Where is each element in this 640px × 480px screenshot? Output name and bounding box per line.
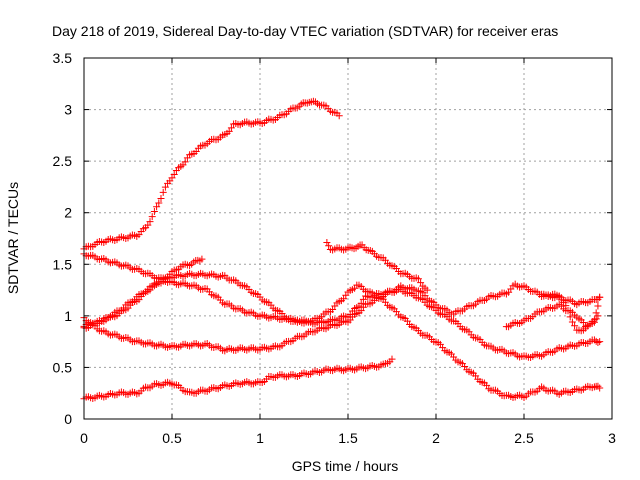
data-point-marker	[594, 302, 602, 310]
y-tick-label: 1	[64, 308, 72, 324]
x-tick-label: 2	[432, 430, 440, 446]
data-point-marker	[571, 322, 579, 330]
points-layer	[80, 97, 604, 403]
data-point-marker	[325, 242, 333, 250]
series-arc-9	[538, 290, 602, 335]
ticks-layer	[83, 57, 613, 420]
data-point-marker	[568, 318, 576, 326]
data-point-marker	[159, 188, 167, 196]
data-point-marker	[566, 313, 574, 321]
y-axis-label: SDTVAR / TECUs	[5, 182, 21, 294]
series-arc-7	[323, 238, 431, 294]
data-point-marker	[198, 255, 206, 263]
data-point-marker	[148, 213, 156, 221]
series-arc-6	[80, 255, 206, 332]
x-axis-label: GPS time / hours	[292, 458, 399, 474]
data-point-marker	[594, 338, 602, 346]
data-point-marker	[144, 221, 152, 229]
y-tick-label: 1.5	[53, 256, 73, 272]
data-point-marker	[594, 312, 602, 320]
y-tick-label: 2.5	[53, 153, 73, 169]
data-point-marker	[157, 194, 165, 202]
chart-title: Day 218 of 2019, Sidereal Day-to-day VTE…	[52, 23, 558, 39]
x-tick-label: 0.5	[162, 430, 182, 446]
data-point-marker	[153, 203, 161, 211]
data-point-marker	[146, 218, 154, 226]
data-point-marker	[564, 306, 572, 314]
grid-layer	[84, 58, 612, 419]
data-point-marker	[155, 199, 163, 207]
data-point-marker	[590, 318, 598, 326]
data-point-marker	[414, 275, 422, 283]
x-tick-label: 3	[608, 430, 616, 446]
data-point-marker	[417, 279, 425, 287]
data-point-marker	[323, 238, 331, 246]
data-point-marker	[150, 208, 158, 216]
y-tick-label: 2	[64, 205, 72, 221]
data-point-marker	[596, 293, 604, 301]
y-tick-label: 3.5	[53, 50, 73, 66]
data-point-marker	[357, 299, 365, 307]
data-point-marker	[590, 336, 598, 344]
data-point-marker	[579, 319, 587, 327]
data-point-marker	[592, 315, 600, 323]
data-point-marker	[594, 382, 602, 390]
series-arc-5	[80, 355, 396, 403]
data-point-marker	[335, 112, 343, 120]
data-point-marker	[596, 384, 604, 392]
data-point-marker	[329, 306, 337, 314]
y-tick-label: 3	[64, 102, 72, 118]
data-point-marker	[170, 171, 178, 179]
y-tick-label: 0	[64, 411, 72, 427]
x-tick-label: 1	[256, 430, 264, 446]
data-point-marker	[161, 183, 169, 191]
data-point-marker	[227, 124, 235, 132]
y-tick-label: 0.5	[53, 359, 73, 375]
data-point-marker	[592, 309, 600, 317]
x-tick-label: 0	[80, 430, 88, 446]
x-tick-label: 1.5	[338, 430, 358, 446]
labels-layer: 0 0.5 1 1.5 2 2.5 3 0 0.5 1 1.5 2 2.5 3 3.5	[53, 50, 617, 446]
x-tick-label: 2.5	[514, 430, 534, 446]
data-point-marker	[423, 286, 431, 294]
data-point-marker	[225, 127, 233, 135]
data-point-marker	[596, 338, 604, 346]
data-point-marker	[562, 302, 570, 310]
data-point-marker	[181, 158, 189, 166]
data-point-marker	[388, 355, 396, 363]
series-arc-1	[80, 97, 343, 253]
